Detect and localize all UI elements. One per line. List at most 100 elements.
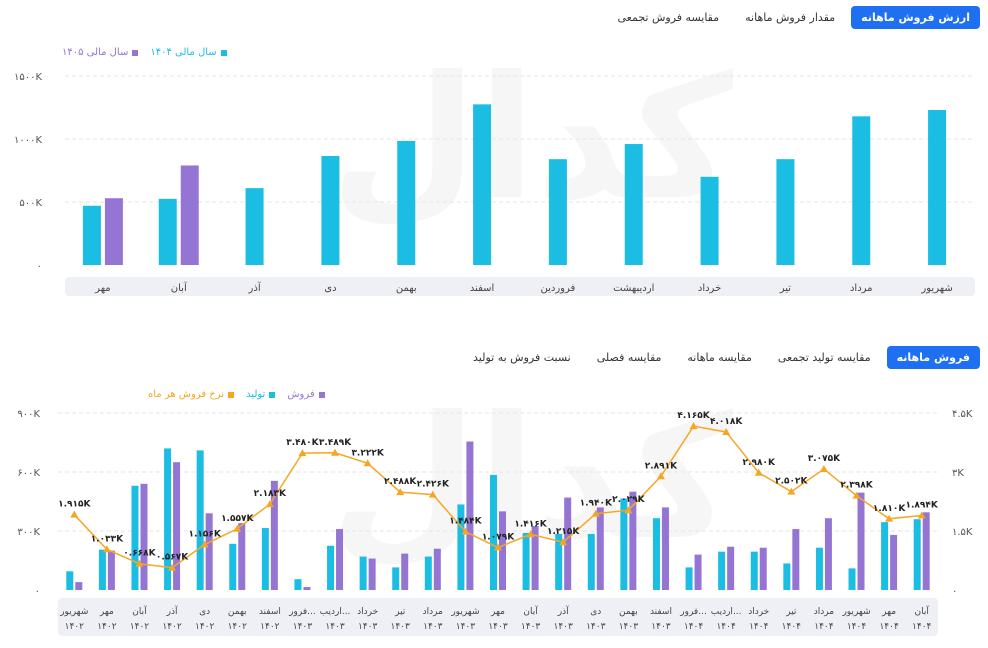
x-tick-label: مرداد [850, 283, 873, 294]
rate-data-label: ۲.۴۲۶K [417, 480, 450, 490]
x-tick-label-month: آبان [132, 605, 147, 617]
legend-label: سال مالی ۱۴۰۴ [150, 47, 217, 58]
rate-point [135, 559, 144, 567]
x-tick-label-year: ۱۴۰۳ [423, 622, 443, 632]
bar-sales [401, 553, 409, 590]
rate-data-label: ۱.۰۳۳K [91, 534, 124, 544]
bar-0 [700, 176, 719, 265]
y-right-tick-label: ۳K [952, 468, 964, 479]
x-tick-label-month: مرداد [814, 607, 834, 617]
tab-cumulative-sales-comparison[interactable]: مقایسه فروش تجمعی [617, 11, 720, 24]
x-tick-label-month: مهر [881, 607, 896, 617]
x-tick-label-year: ۱۴۰۲ [65, 622, 85, 632]
x-tick-label-month: شهریور [841, 607, 870, 617]
bar-0 [245, 188, 264, 265]
bar-sales [107, 550, 115, 590]
x-tick-label: خرداد [698, 283, 721, 294]
x-tick-label-year: ۱۴۰۲ [195, 622, 215, 632]
legend-item-rate[interactable]: نرخ فروش هر ماه [148, 389, 235, 400]
bar-production [848, 568, 856, 590]
bar-production [522, 532, 530, 590]
bar-0 [624, 144, 643, 265]
bar-sales [173, 462, 181, 590]
y-left-tick-label: ۹۰۰K [17, 409, 40, 420]
legend-item-1404[interactable]: سال مالی ۱۴۰۴ [150, 47, 227, 58]
rate-point [428, 490, 437, 498]
tab-monthly-comparison[interactable]: مقایسه ماهانه [687, 351, 752, 364]
bar-production [652, 518, 660, 590]
legend-swatch-cyan [269, 391, 276, 398]
rate-data-label: ۰.۵۶۷K [156, 553, 189, 563]
bar-production [750, 551, 758, 590]
bar-sales [75, 582, 83, 590]
rate-data-label: ۴.۱۶۵K [677, 411, 710, 421]
x-tick-label-year: ۱۴۰۲ [130, 622, 150, 632]
x-tick-label-year: ۱۴۰۳ [488, 622, 508, 632]
y-right-tick-label: ۴.۵K [952, 409, 973, 420]
top-chart-tabs: ارزش فروش ماهانه مقدار فروش ماهانه مقایس… [608, 6, 980, 29]
rate-data-label: ۲.۹۸۰K [743, 458, 776, 468]
rate-point [591, 509, 600, 517]
bar-production [718, 551, 726, 590]
x-tick-label: مهر [94, 283, 110, 294]
tab-seasonal-comparison[interactable]: مقایسه فصلی [596, 351, 662, 364]
rate-data-label: ۱.۹۱۵K [58, 500, 91, 510]
bar-production [555, 533, 563, 590]
legend-swatch-orange [228, 391, 235, 398]
tab-monthly-sales[interactable]: فروش ماهانه [886, 346, 980, 369]
rate-data-label: ۱.۵۵۷K [221, 514, 254, 524]
x-tick-label: بهمن [396, 283, 417, 294]
bar-sales [890, 534, 898, 590]
bar-0 [776, 159, 795, 265]
legend-item-sales[interactable]: فروش [287, 389, 325, 400]
x-tick-label-year: ۱۴۰۳ [651, 622, 671, 632]
bar-1 [180, 165, 199, 265]
legend-item-1405[interactable]: سال مالی ۱۴۰۵ [62, 47, 139, 58]
bar-production [98, 549, 106, 590]
tab-monthly-sales-value[interactable]: ارزش فروش ماهانه [851, 6, 980, 29]
y-left-tick-label: ۶۰۰K [17, 468, 40, 479]
legend-swatch-cyan [220, 49, 227, 56]
bottom-chart-legend: فروش تولید نرخ فروش هر ماه [148, 389, 325, 400]
x-tick-label-year: ۱۴۰۲ [260, 622, 280, 632]
x-tick-label: اردیبهشت [613, 283, 654, 294]
legend-item-production[interactable]: تولید [246, 389, 276, 400]
rate-point [526, 530, 535, 538]
y-left-tick-label: ۳۰۰K [17, 527, 40, 538]
bar-sales [596, 507, 604, 590]
bar-0 [158, 198, 177, 265]
rate-point [233, 524, 242, 532]
top-chart-legend: سال مالی ۱۴۰۴ سال مالی ۱۴۰۵ [62, 47, 227, 58]
rate-point [819, 465, 828, 473]
tab-monthly-sales-quantity[interactable]: مقدار فروش ماهانه [745, 11, 836, 24]
bar-sales [466, 441, 474, 590]
y-right-tick-label: ۱.۵K [952, 527, 973, 538]
x-axis-band [65, 277, 975, 296]
bar-production [359, 556, 367, 590]
bar-sales [238, 523, 246, 590]
x-tick-label-year: ۱۴۰۴ [716, 622, 736, 632]
rate-data-label: ۲.۰۲۹K [612, 495, 645, 505]
rate-point [722, 427, 731, 435]
bar-sales [336, 529, 344, 590]
bar-sales [661, 507, 669, 590]
legend-label: فروش [287, 389, 315, 400]
x-tick-label-month: شهریور [59, 607, 88, 617]
rate-point [559, 538, 568, 546]
tab-sales-production-ratio[interactable]: نسبت فروش به تولید [473, 351, 571, 364]
tab-cumulative-production[interactable]: مقایسه تولید تجمعی [777, 351, 871, 364]
rate-data-label: ۱.۴۱۶K [514, 519, 547, 529]
x-tick-label: تیر [779, 283, 792, 294]
x-tick-label-year: ۱۴۰۳ [391, 622, 411, 632]
x-tick-label-month: فرور... [679, 607, 707, 617]
y-tick-label: ۱۵۰۰K [14, 72, 42, 83]
x-tick-label-year: ۱۴۰۴ [847, 622, 867, 632]
legend-swatch-purple [132, 49, 139, 56]
x-tick-label-year: ۱۴۰۳ [358, 622, 378, 632]
bar-sales [205, 513, 213, 590]
x-tick-label-month: تیر [785, 607, 797, 617]
x-tick-label-month: آبان [915, 605, 930, 617]
bar-sales [303, 587, 311, 590]
x-tick-label-month: دی [590, 607, 601, 617]
rate-data-label: ۱.۸۹۴K [906, 501, 939, 511]
